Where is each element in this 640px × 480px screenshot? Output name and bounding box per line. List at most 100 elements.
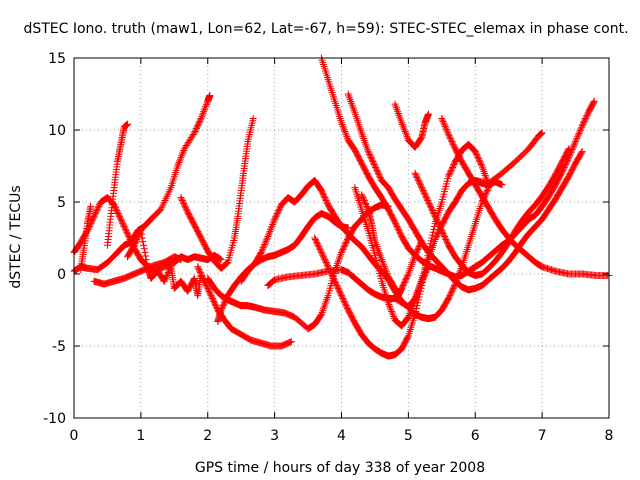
data-point-plus	[578, 122, 586, 130]
data-point-plus	[338, 121, 346, 129]
data-point-plus	[220, 300, 228, 308]
data-point-plus	[259, 244, 267, 252]
data-point-plus	[343, 303, 351, 311]
data-point-plus	[117, 215, 125, 223]
data-point-plus	[273, 211, 281, 219]
data-point-plus	[325, 266, 333, 274]
data-point-plus	[206, 91, 214, 99]
y-tick-label: -10	[43, 411, 66, 427]
data-point-plus	[313, 240, 321, 248]
data-point-plus	[327, 270, 335, 278]
data-point-plus	[391, 218, 399, 226]
data-point-plus	[192, 125, 200, 133]
data-point-plus	[484, 185, 492, 193]
data-point-plus	[195, 266, 203, 274]
data-point-plus	[323, 260, 331, 268]
data-point-plus	[120, 222, 128, 230]
data-point-plus	[337, 290, 345, 298]
data-point-plus	[394, 225, 402, 233]
data-point-plus	[265, 229, 273, 237]
data-point-plus	[313, 238, 321, 246]
data-point-plus	[204, 286, 212, 294]
data-point-plus	[196, 269, 204, 277]
data-point-plus	[204, 284, 212, 292]
data-point-plus	[200, 106, 208, 114]
data-point-plus	[576, 126, 584, 134]
data-point-plus	[265, 231, 273, 239]
data-point-plus	[342, 129, 350, 137]
data-point-plus	[198, 111, 206, 119]
data-point-plus	[318, 188, 326, 196]
data-point-plus	[174, 162, 182, 170]
data-point-plus	[340, 297, 348, 305]
data-point-plus	[396, 228, 404, 236]
x-tick-label: 8	[605, 428, 614, 444]
data-point-plus	[580, 117, 588, 125]
x-tick-label: 0	[70, 428, 79, 444]
data-point-plus	[321, 257, 329, 265]
data-point-plus	[581, 116, 589, 124]
x-axis-label: GPS time / hours of day 338 of year 2008	[195, 460, 485, 476]
data-point-plus	[320, 192, 328, 200]
data-point-plus	[315, 243, 323, 251]
y-tick-label: 10	[48, 123, 66, 139]
data-point-plus	[329, 274, 337, 282]
data-point-plus	[143, 259, 151, 267]
data-point-plus	[91, 210, 99, 218]
data-point-plus	[324, 263, 332, 271]
data-point-plus	[331, 279, 339, 287]
data-point-plus	[576, 128, 584, 136]
series-9	[204, 201, 392, 333]
data-point-plus	[338, 292, 345, 300]
data-point-plus	[123, 228, 131, 236]
data-point-plus	[130, 241, 138, 249]
data-point-plus	[312, 237, 320, 245]
data-point-plus	[574, 131, 582, 139]
data-point-plus	[166, 264, 174, 272]
data-point-plus	[177, 194, 185, 202]
data-point-plus	[210, 297, 218, 305]
x-tick-label: 4	[337, 428, 346, 444]
data-point-plus	[178, 150, 186, 158]
data-point-plus	[179, 148, 187, 156]
data-point-plus	[197, 114, 205, 122]
data-point-plus	[202, 101, 210, 109]
data-point-plus	[396, 230, 404, 238]
data-point-plus	[445, 294, 452, 302]
data-point-plus	[569, 144, 577, 152]
data-point-plus	[84, 225, 92, 233]
data-point-plus	[325, 264, 333, 272]
data-point-plus	[219, 302, 227, 310]
data-point-plus	[257, 248, 265, 256]
data-point-plus	[274, 208, 282, 216]
data-point-plus	[210, 299, 218, 307]
data-point-plus	[314, 241, 322, 249]
data-point-plus	[180, 201, 188, 209]
data-point-plus	[138, 234, 146, 242]
data-point-plus	[197, 270, 205, 278]
data-point-plus	[311, 234, 319, 242]
data-point-plus	[259, 245, 267, 253]
data-point-plus	[193, 123, 201, 131]
data-point-plus	[202, 282, 210, 290]
data-point-plus	[126, 234, 134, 242]
series-21	[471, 129, 546, 187]
data-point-plus	[191, 127, 199, 135]
data-point-plus	[142, 256, 150, 264]
data-point-plus	[117, 217, 125, 225]
series-1	[70, 91, 214, 275]
data-point-plus	[190, 129, 198, 137]
data-point-plus	[177, 256, 185, 264]
data-point-plus	[162, 273, 170, 281]
data-point-plus	[340, 243, 348, 251]
data-point-plus	[590, 98, 598, 106]
data-point-plus	[276, 204, 284, 212]
data-point-plus	[132, 238, 140, 246]
data-point-plus	[311, 235, 319, 243]
data-point-plus	[164, 270, 172, 278]
data-point-plus	[178, 152, 186, 160]
data-point-plus	[266, 227, 274, 235]
data-point-plus	[315, 244, 323, 252]
data-point-plus	[174, 160, 182, 168]
data-point-plus	[206, 289, 214, 297]
